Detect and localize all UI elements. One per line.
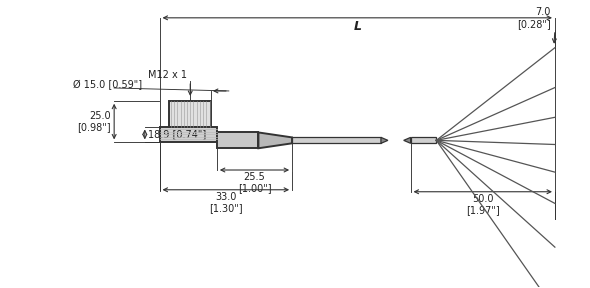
Bar: [217, 132, 258, 148]
Text: M12 x 1: M12 x 1: [148, 70, 187, 80]
Text: 7.0
[0.28"]: 7.0 [0.28"]: [517, 7, 551, 29]
Bar: [160, 126, 217, 142]
Text: L: L: [353, 20, 361, 33]
Text: 33.0
[1.30"]: 33.0 [1.30"]: [209, 192, 242, 213]
Text: 50.0
[1.97"]: 50.0 [1.97"]: [466, 194, 500, 215]
Text: 18.9 [0.74"]: 18.9 [0.74"]: [148, 129, 206, 139]
Text: Ø 15.0 [0.59"]: Ø 15.0 [0.59"]: [73, 80, 142, 90]
Text: 25.5
[1.00"]: 25.5 [1.00"]: [238, 172, 271, 194]
Polygon shape: [381, 137, 388, 143]
Bar: [169, 101, 211, 126]
Text: 25.0
[0.98"]: 25.0 [0.98"]: [77, 111, 111, 132]
Polygon shape: [258, 132, 292, 148]
Bar: [292, 137, 381, 143]
Polygon shape: [404, 137, 411, 143]
Bar: [411, 137, 437, 143]
